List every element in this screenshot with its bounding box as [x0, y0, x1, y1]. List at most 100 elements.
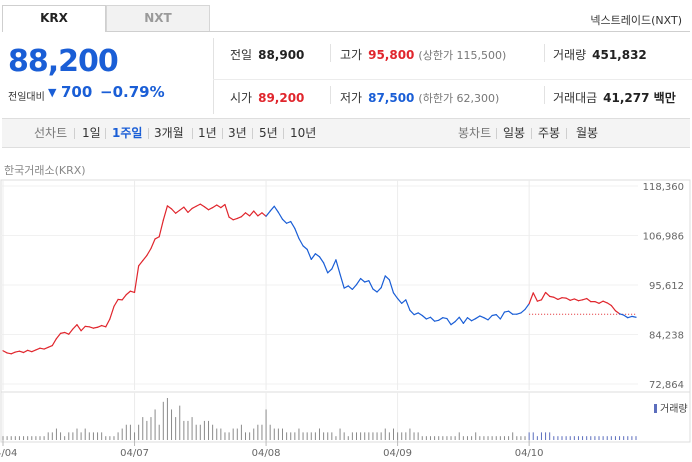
volume-legend-icon — [654, 404, 657, 413]
nxt-market-link[interactable]: 넥스트레이드(NXT) — [590, 14, 682, 27]
price-segment — [121, 294, 127, 301]
period-divider — [566, 128, 567, 139]
price-segment — [273, 205, 279, 213]
price-segment — [586, 297, 592, 303]
price-segment — [179, 206, 185, 211]
price-segment — [466, 317, 473, 322]
price-segment — [236, 216, 243, 220]
price-segment — [540, 291, 547, 301]
price-segment — [191, 205, 197, 210]
price-segment — [577, 299, 584, 302]
price-segment — [183, 206, 189, 213]
price-segment — [72, 324, 78, 330]
change-value: 700 — [61, 83, 93, 101]
price-segment — [618, 313, 625, 316]
price-segment — [331, 259, 337, 270]
stat-value: 41,277 백만 — [603, 91, 676, 105]
price-segment — [207, 206, 214, 211]
price-segment — [175, 209, 181, 214]
price-segment — [133, 265, 140, 294]
price-segment — [532, 292, 538, 302]
price-segment — [442, 317, 448, 320]
price-segment — [388, 279, 395, 294]
price-segment — [55, 332, 62, 340]
stat-low: 저가 87,500 (하한가 62,300) — [340, 89, 499, 106]
tab-krx[interactable]: KRX — [2, 5, 106, 32]
price-segment — [549, 295, 555, 298]
price-segment — [507, 310, 514, 315]
price-segment — [109, 305, 115, 320]
price-segment — [458, 316, 464, 324]
period-divider — [222, 128, 223, 139]
price-segment — [364, 280, 370, 283]
period-3y[interactable]: 3년 — [228, 126, 247, 140]
period-daily[interactable]: 일봉 — [503, 126, 526, 140]
price-segment — [257, 212, 263, 217]
chart-title: 한국거래소(KRX) — [4, 164, 86, 177]
price-segment — [244, 212, 251, 217]
period-1d[interactable]: 1일 — [82, 126, 101, 140]
period-divider — [283, 128, 284, 139]
price-segment — [47, 344, 53, 348]
price-segment — [203, 206, 210, 211]
price-segment — [475, 315, 481, 320]
price-segment — [606, 302, 612, 307]
stat-label: 전일 — [230, 48, 253, 62]
price-segment — [314, 253, 321, 258]
period-1y[interactable]: 1년 — [198, 126, 217, 140]
period-5y[interactable]: 5년 — [259, 126, 278, 140]
change-label: 전일대비 — [8, 92, 45, 103]
price-segment — [598, 300, 604, 304]
period-divider — [192, 128, 193, 139]
y-tick-label: 106,986 — [643, 232, 684, 243]
y-tick-label: 118,360 — [643, 182, 684, 193]
price-segment — [27, 349, 33, 353]
price-segment — [553, 296, 559, 301]
price-segment — [249, 210, 255, 217]
price-segment — [335, 259, 341, 275]
price-segment — [470, 317, 477, 322]
x-tick-label: 04/08 — [252, 448, 281, 459]
price-segment — [35, 347, 41, 351]
price-segment — [520, 308, 526, 314]
stat-label: 거래대금 — [553, 91, 598, 105]
stat-high: 고가 95,800 (상한가 115,500) — [340, 46, 506, 63]
price-segment — [59, 331, 66, 334]
price-segment — [253, 210, 259, 217]
period-10y[interactable]: 10년 — [290, 126, 317, 140]
price-segment — [565, 297, 571, 301]
price-segment — [623, 314, 629, 319]
x-tick-label: 04/10 — [515, 448, 544, 459]
price-segment — [39, 347, 45, 350]
stat-label: 거래량 — [553, 48, 587, 62]
price-segment — [602, 300, 608, 304]
price-segment — [594, 300, 600, 304]
price-segment — [277, 211, 284, 220]
period-divider — [496, 128, 497, 139]
price-segment — [92, 326, 99, 329]
price-segment — [76, 324, 82, 332]
stat-value: 451,832 — [592, 48, 647, 62]
price-segment — [339, 273, 345, 289]
price-segment — [376, 287, 382, 293]
price-segment — [88, 326, 95, 329]
tab-nxt[interactable]: NXT — [106, 5, 210, 32]
stats-divider — [544, 44, 545, 62]
period-divider — [148, 128, 149, 139]
candle-chart-label: 봉차트 — [458, 126, 492, 140]
price-segment — [212, 204, 218, 209]
price-segment — [113, 298, 119, 307]
period-monthly[interactable]: 월봉 — [576, 126, 599, 140]
period-weekly[interactable]: 주봉 — [538, 126, 561, 140]
price-segment — [392, 292, 399, 300]
price-segment — [96, 324, 103, 328]
price-segment — [516, 312, 522, 315]
price-segment — [409, 309, 415, 316]
price-segment — [306, 248, 312, 260]
price-segment — [286, 220, 292, 224]
x-tick-label: 04/04 — [0, 448, 17, 459]
price-segment — [51, 337, 58, 347]
period-3m[interactable]: 3개월 — [154, 126, 184, 140]
price-segment — [495, 314, 501, 320]
period-1w[interactable]: 1주일 — [112, 126, 143, 140]
